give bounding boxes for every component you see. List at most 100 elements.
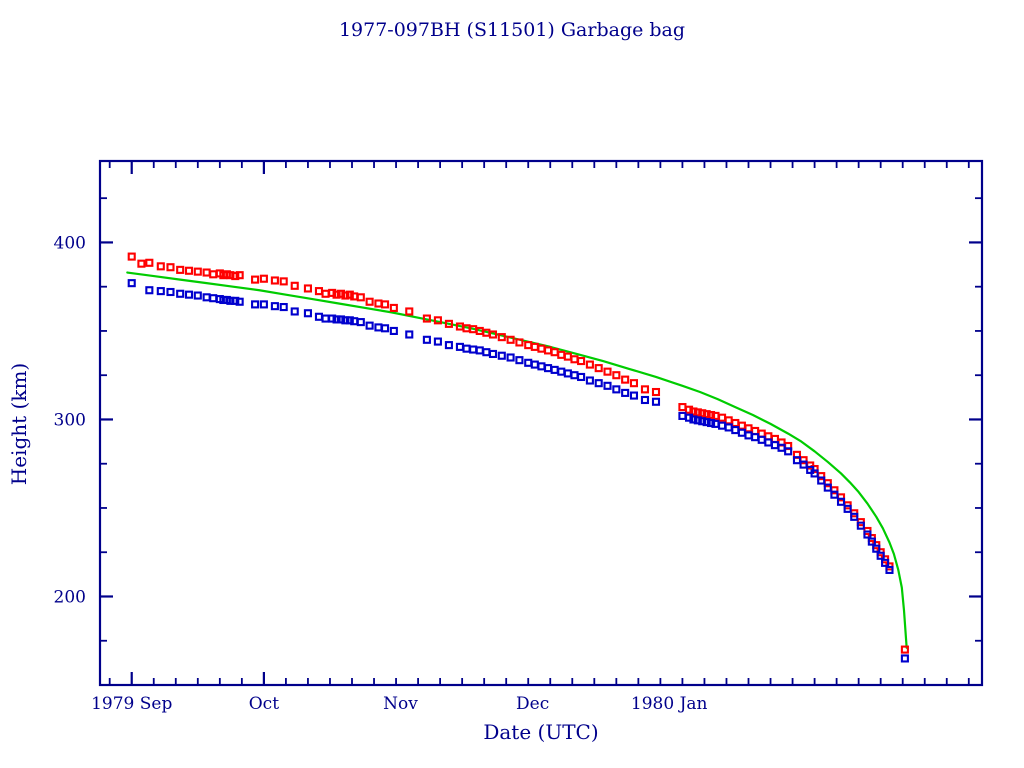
data-point — [885, 565, 894, 574]
data-point — [603, 367, 612, 376]
data-point — [702, 418, 711, 427]
data-point — [515, 356, 524, 365]
plot-frame — [98, 159, 984, 687]
data-point — [830, 490, 839, 499]
data-point — [506, 335, 515, 344]
data-point — [279, 302, 288, 312]
data-point — [328, 314, 337, 323]
data-point — [900, 654, 909, 663]
data-point — [684, 405, 694, 414]
data-point — [792, 456, 802, 465]
data-point — [193, 291, 202, 300]
data-point — [702, 410, 711, 419]
x-axis-title: Date (UTC) — [483, 720, 598, 744]
data-point — [127, 252, 136, 261]
data-point — [433, 316, 442, 325]
data-point — [303, 309, 312, 318]
x-axis-ticks — [108, 161, 970, 685]
data-point — [863, 530, 872, 539]
data-point — [137, 259, 146, 268]
data-point — [226, 296, 235, 305]
data-point — [184, 290, 194, 299]
data-point — [689, 407, 698, 416]
data-point — [332, 290, 341, 299]
data-point — [621, 375, 630, 384]
y-tick-label: 300 — [54, 410, 86, 430]
data-point — [594, 379, 603, 388]
data-point — [577, 372, 586, 382]
data-point — [279, 277, 288, 286]
data-point — [876, 551, 885, 560]
data-point — [251, 300, 260, 309]
data-point — [629, 391, 639, 400]
data-point — [231, 272, 240, 281]
data-point — [341, 316, 350, 325]
data-point — [577, 356, 586, 366]
data-point — [251, 275, 260, 284]
data-point — [356, 318, 365, 327]
data-point — [328, 288, 337, 297]
data-point — [817, 476, 826, 485]
data-point — [488, 330, 498, 339]
data-point — [290, 307, 299, 316]
data-point — [784, 447, 793, 456]
data-point — [603, 381, 612, 390]
data-point — [651, 397, 661, 406]
data-point — [380, 324, 390, 333]
y-tick-label: 200 — [54, 587, 86, 607]
data-point — [365, 321, 374, 330]
data-point — [881, 558, 890, 567]
data-point — [693, 416, 702, 425]
data-point — [640, 395, 650, 405]
data-point — [836, 497, 846, 506]
data-point — [488, 349, 498, 359]
data-point — [810, 469, 819, 478]
data-point — [356, 293, 365, 302]
data-point — [405, 307, 414, 316]
data-point — [176, 265, 185, 274]
data-point — [166, 263, 175, 272]
data-point — [707, 410, 716, 420]
data-point — [176, 289, 185, 298]
x-tick-label: 1979 Sep — [91, 694, 172, 714]
data-point — [693, 408, 702, 417]
data-point — [145, 286, 154, 295]
data-point — [843, 504, 852, 513]
data-point — [231, 296, 240, 305]
data-point — [433, 337, 442, 346]
data-point — [629, 379, 639, 388]
data-point — [515, 338, 524, 347]
data-point — [640, 385, 650, 394]
data-point — [259, 300, 268, 309]
data-point — [612, 371, 621, 380]
data-point — [345, 290, 354, 299]
data-point — [336, 289, 346, 298]
data-point — [389, 326, 398, 336]
data-point — [497, 333, 506, 342]
data-point — [156, 262, 165, 271]
fit-line — [126, 271, 908, 649]
y-axis-ticks — [100, 197, 982, 686]
y-tick-label: 400 — [54, 233, 86, 253]
data-point — [689, 415, 698, 424]
data-point — [594, 364, 603, 373]
data-point — [380, 300, 390, 309]
y-axis-tick-labels: 400 300 200 — [54, 233, 86, 607]
data-point — [235, 297, 244, 306]
chart-title: 1977-097BH (S11501) Garbage bag — [339, 19, 685, 41]
data-point — [823, 483, 832, 492]
x-tick-label: Dec — [516, 694, 549, 714]
data-point — [651, 387, 661, 397]
data-point — [166, 287, 175, 297]
data-point — [270, 276, 279, 285]
data-point — [850, 512, 859, 521]
data-point — [193, 267, 202, 276]
data-point — [799, 460, 808, 469]
data-point — [698, 417, 707, 426]
data-point — [867, 537, 876, 546]
data-point — [156, 287, 165, 296]
data-point — [856, 521, 865, 530]
data-point — [621, 388, 630, 397]
